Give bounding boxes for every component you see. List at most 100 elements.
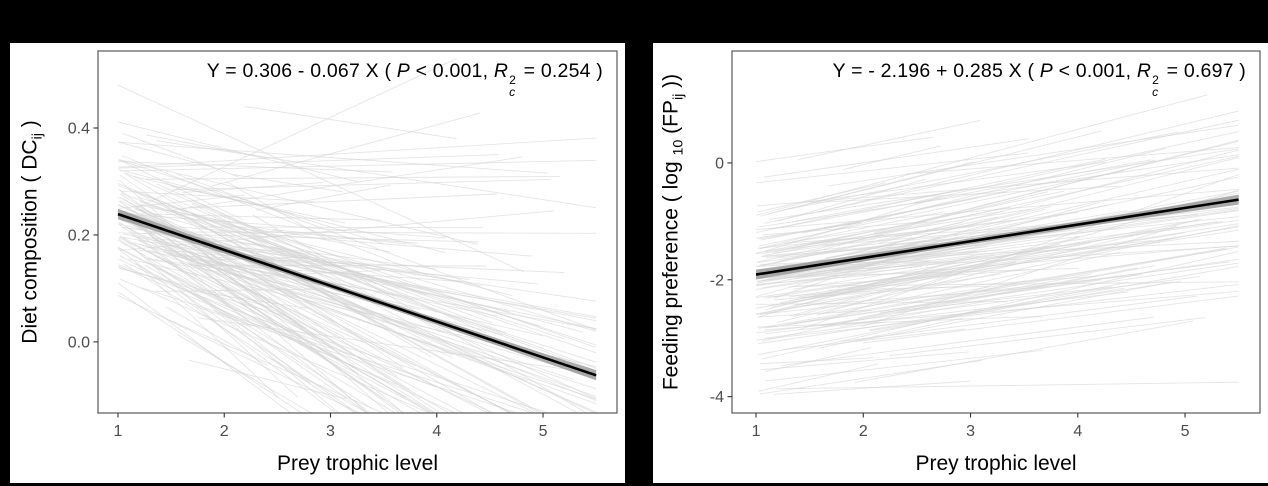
individual-regression-line bbox=[120, 159, 597, 172]
individual-regression-line bbox=[118, 137, 597, 168]
individual-regression-line bbox=[118, 238, 369, 413]
individual-regression-line bbox=[117, 295, 361, 413]
individual-regression-line bbox=[241, 302, 385, 401]
individual-regression-line bbox=[117, 265, 397, 385]
individual-regression-line bbox=[874, 140, 1239, 233]
mean-regression-line bbox=[117, 212, 597, 377]
panel-diet-composition: 1 2 3 4 5 0.0 0.2 0.4 Y = 0.306 - 0.067 X ( P <… bbox=[10, 43, 625, 483]
individual-regression-line bbox=[198, 226, 484, 229]
individual-regression-line bbox=[869, 265, 1239, 331]
individual-regression-line bbox=[244, 253, 597, 322]
individual-regression-line bbox=[912, 225, 1239, 292]
individual-regression-line bbox=[117, 246, 320, 353]
individual-regression-line bbox=[181, 292, 359, 413]
x-tick-label: 2 bbox=[220, 423, 229, 440]
individual-regression-line bbox=[117, 248, 337, 413]
panel-feeding-preference: 1 2 3 4 5 0 -2 -4 Y = - 2.196 + 0.285 X ( P < 0… bbox=[653, 43, 1268, 483]
individual-regression-line bbox=[798, 119, 981, 160]
individual-regression-line bbox=[144, 175, 561, 180]
individual-regression-line bbox=[154, 288, 325, 292]
individual-regression-line bbox=[756, 300, 1009, 305]
individual-regression-line bbox=[848, 156, 1239, 256]
y-axis: 0 -2 -4 bbox=[710, 155, 732, 406]
individual-regression-line bbox=[856, 281, 1173, 342]
individual-regression-line bbox=[757, 219, 1123, 284]
individual-regression-line bbox=[756, 245, 1239, 285]
y-axis-title-b: Feeding preference ( log 10 (FPij )) bbox=[659, 73, 687, 391]
individual-regression-line bbox=[201, 249, 300, 261]
individual-regression-line bbox=[789, 236, 1080, 317]
individual-regression-line bbox=[757, 226, 975, 249]
individual-regression-line bbox=[209, 303, 312, 385]
individual-regression-line bbox=[810, 185, 1120, 204]
individual-regression-line bbox=[776, 381, 1239, 390]
individual-regression-line bbox=[756, 428, 1087, 439]
individual-regression-line bbox=[206, 268, 490, 413]
individual-regression-line bbox=[854, 320, 1194, 383]
plot-border bbox=[731, 50, 1261, 414]
individual-regression-line bbox=[762, 221, 927, 236]
individual-regression-line bbox=[118, 141, 215, 169]
individual-regression-line bbox=[763, 260, 932, 289]
x-axis: 1 2 3 4 5 bbox=[752, 413, 1190, 440]
feeding-preference-chart: 1 2 3 4 5 0 -2 -4 bbox=[710, 50, 1261, 440]
individual-regression-line bbox=[166, 156, 523, 212]
individual-regression-line bbox=[219, 215, 597, 349]
x-tick-label: 1 bbox=[752, 423, 761, 440]
individual-regression-line bbox=[166, 306, 268, 366]
individual-regression-line bbox=[758, 281, 1130, 356]
individual-regression-line bbox=[774, 290, 872, 301]
individual-regression-line bbox=[190, 292, 373, 410]
individual-regression-line bbox=[787, 131, 1179, 210]
individual-regression-line bbox=[781, 316, 1155, 366]
individual-regression-line bbox=[802, 286, 1048, 307]
individual-regression-line bbox=[760, 274, 1143, 315]
individual-regression-line bbox=[906, 147, 1239, 175]
individual-regression-line bbox=[756, 268, 946, 316]
individual-regression-line bbox=[841, 295, 1197, 342]
y-axis: 0.0 0.2 0.4 bbox=[68, 120, 98, 351]
individual-regression-line bbox=[231, 281, 416, 367]
individual-regression-line bbox=[802, 275, 1096, 299]
individual-regression-line bbox=[244, 239, 597, 372]
individual-regression-line bbox=[761, 280, 1026, 342]
individual-regression-line bbox=[162, 316, 385, 413]
individual-regression-line bbox=[863, 295, 1239, 344]
individual-regression-line bbox=[880, 286, 1113, 313]
plot-area bbox=[755, 94, 1239, 439]
individual-regression-line bbox=[210, 263, 597, 379]
individual-regression-line bbox=[825, 221, 1077, 259]
individual-regression-line bbox=[869, 287, 1125, 332]
individual-regression-line bbox=[774, 238, 876, 254]
individual-regression-line bbox=[117, 282, 292, 413]
y-tick-label: -4 bbox=[710, 389, 724, 406]
individual-regression-line bbox=[222, 222, 597, 346]
individual-regression-line bbox=[141, 287, 535, 413]
x-tick-label: 2 bbox=[859, 423, 868, 440]
individual-regression-line bbox=[763, 236, 941, 257]
individual-regression-line bbox=[211, 112, 481, 187]
individual-regression-line bbox=[764, 138, 1028, 178]
individual-regression-line bbox=[188, 359, 347, 400]
individual-regression-line bbox=[120, 192, 597, 369]
individual-regression-line bbox=[130, 230, 371, 413]
individual-regression-line bbox=[255, 184, 391, 211]
individual-regression-line bbox=[759, 211, 944, 250]
individual-regression-line bbox=[161, 221, 511, 413]
individual-regression-line bbox=[238, 228, 419, 244]
individual-regression-line bbox=[118, 194, 245, 209]
individual-regression-line bbox=[118, 236, 323, 341]
individual-regression-line bbox=[167, 238, 411, 391]
individual-regression-line bbox=[765, 349, 1044, 382]
individual-regression-line bbox=[757, 182, 887, 213]
individual-regression-line bbox=[118, 160, 393, 173]
individual-regression-line bbox=[756, 152, 1029, 184]
individual-regression-line bbox=[118, 179, 390, 413]
individual-regression-line bbox=[763, 206, 1011, 257]
individual-regression-line bbox=[828, 124, 1239, 187]
individual-regression-line bbox=[760, 130, 1102, 217]
individual-regression-line bbox=[220, 283, 465, 413]
